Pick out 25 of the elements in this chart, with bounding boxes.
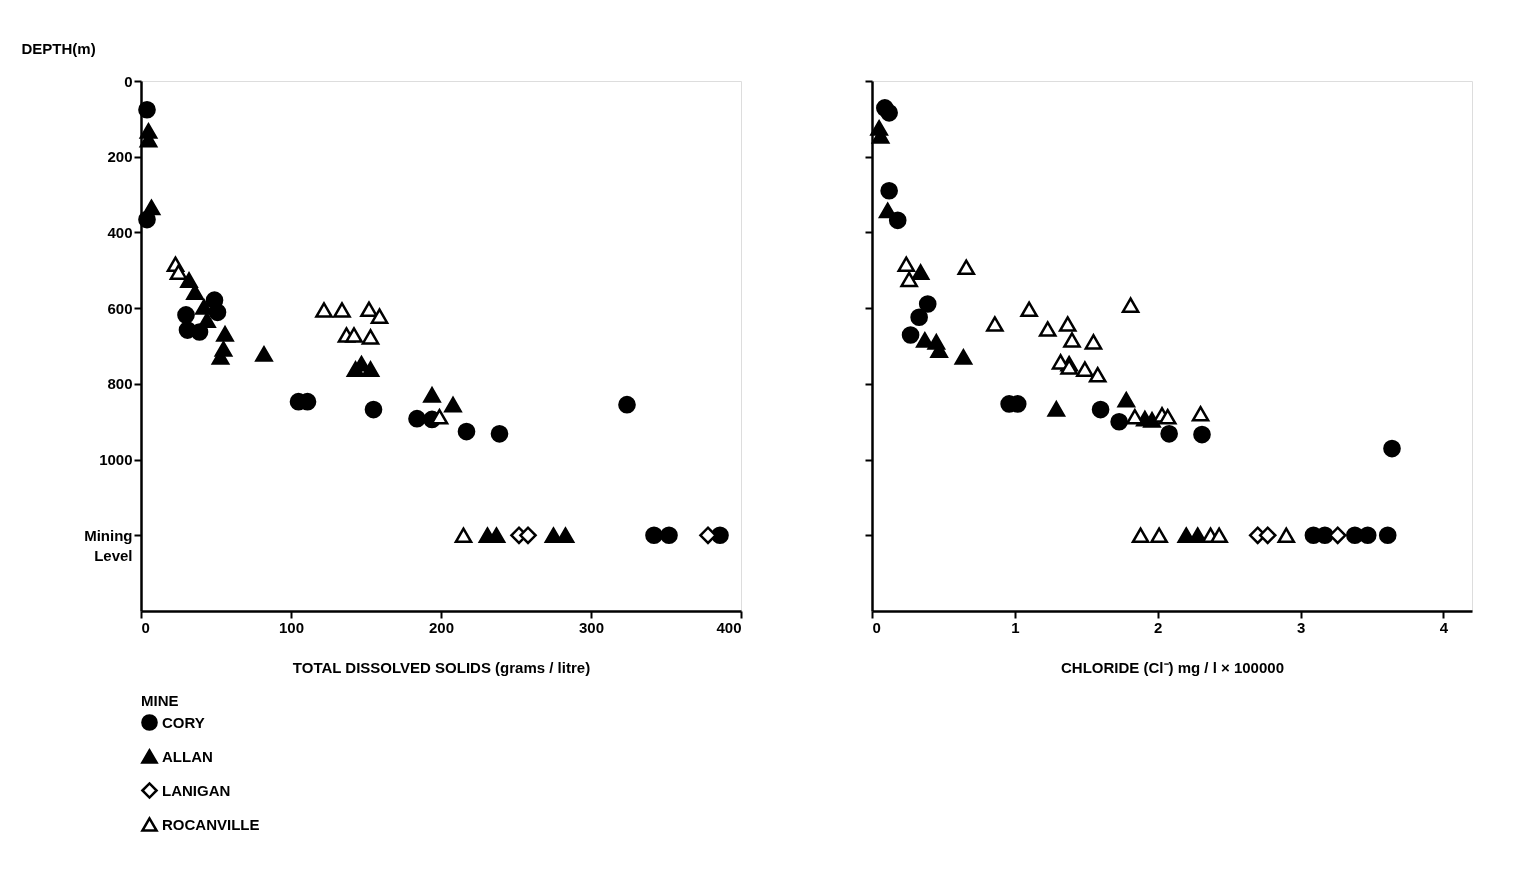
y-tick-label: 0	[124, 72, 133, 90]
x-tick-label: 3	[1296, 618, 1306, 636]
y-tick-label: 600	[107, 299, 133, 317]
x-tick-label: 200	[428, 618, 455, 636]
legend-label: ROCANVILLE	[162, 815, 260, 833]
legend-title: MINE	[141, 692, 179, 709]
legend-label: LANIGAN	[162, 781, 231, 799]
y-tick-label: 400	[107, 223, 133, 241]
y-tick-label: Mining Level	[84, 526, 133, 564]
x-axis-title: CHLORIDE (Cl⁻) mg / l × 100000	[1061, 658, 1284, 676]
y-tick-label: 200	[107, 148, 133, 166]
x-tick-label: 4	[1439, 618, 1449, 636]
x-tick-label: 2	[1154, 618, 1163, 636]
y-tick-label: 1000	[99, 451, 133, 469]
x-tick-label: 100	[278, 618, 305, 636]
legend-label: CORY	[162, 713, 205, 731]
y-axis-title: DEPTH(m)	[21, 39, 96, 57]
x-tick-label: 0	[872, 618, 881, 636]
x-tick-label: 0	[141, 618, 150, 636]
x-tick-label: 400	[716, 618, 742, 636]
x-axis-title: TOTAL DISSOLVED SOLIDS (grams / litre)	[292, 658, 591, 676]
x-tick-label: 300	[578, 618, 605, 636]
x-tick-label: 1	[1011, 618, 1020, 636]
y-tick-label: 800	[107, 375, 133, 393]
legend-label: ALLAN	[162, 747, 213, 765]
